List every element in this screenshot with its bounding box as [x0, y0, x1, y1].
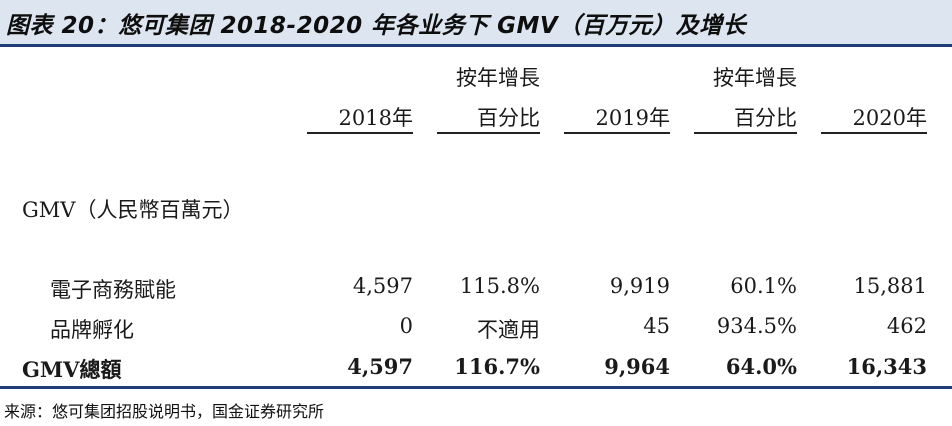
- cell-ecommerce-growth-2019: 115.8%: [459, 274, 540, 298]
- header-growth-2020-line2: 百分比: [694, 102, 797, 134]
- row-label-brand-incubation: 品牌孵化: [50, 318, 134, 342]
- row-label-gmv-total: GMV總額: [22, 357, 122, 382]
- header-2019: 2019年: [564, 102, 670, 134]
- cell-total-growth-2019: 116.7%: [454, 354, 540, 379]
- figure-title: 图表 20：悠可集团 2018-2020 年各业务下 GMV（百万元）及增长: [6, 13, 747, 39]
- cell-brand-2018: 0: [399, 314, 413, 338]
- title-bar: 图表 20：悠可集团 2018-2020 年各业务下 GMV（百万元）及增长: [0, 0, 952, 47]
- header-growth-2019-line1: 按年增長: [456, 66, 540, 90]
- cell-total-2018: 4,597: [347, 354, 413, 379]
- header-2018: 2018年: [307, 102, 413, 134]
- cell-brand-2020: 462: [886, 314, 927, 338]
- cell-total-growth-2020: 64.0%: [725, 354, 797, 379]
- cell-brand-2019: 45: [643, 314, 670, 338]
- source-note: 来源：悠可集团招股说明书，国金证券研究所: [4, 402, 325, 421]
- section-label-gmv: GMV（人民幣百萬元）: [22, 198, 244, 222]
- header-2020: 2020年: [821, 102, 927, 134]
- header-growth-2019-line2: 百分比: [437, 102, 540, 134]
- cell-ecommerce-growth-2020: 60.1%: [730, 274, 797, 298]
- cell-total-2020: 16,343: [846, 354, 927, 379]
- cell-brand-growth-2020: 934.5%: [716, 314, 797, 338]
- header-growth-2020-line1: 按年增長: [713, 66, 797, 90]
- bottom-rule: [0, 386, 952, 389]
- row-label-ecommerce: 電子商務賦能: [50, 278, 176, 302]
- cell-brand-growth-2019: 不適用: [477, 318, 540, 342]
- cell-ecommerce-2020: 15,881: [853, 274, 927, 298]
- cell-ecommerce-2018: 4,597: [352, 274, 413, 298]
- cell-total-2019: 9,964: [604, 354, 670, 379]
- cell-ecommerce-2019: 9,919: [609, 274, 670, 298]
